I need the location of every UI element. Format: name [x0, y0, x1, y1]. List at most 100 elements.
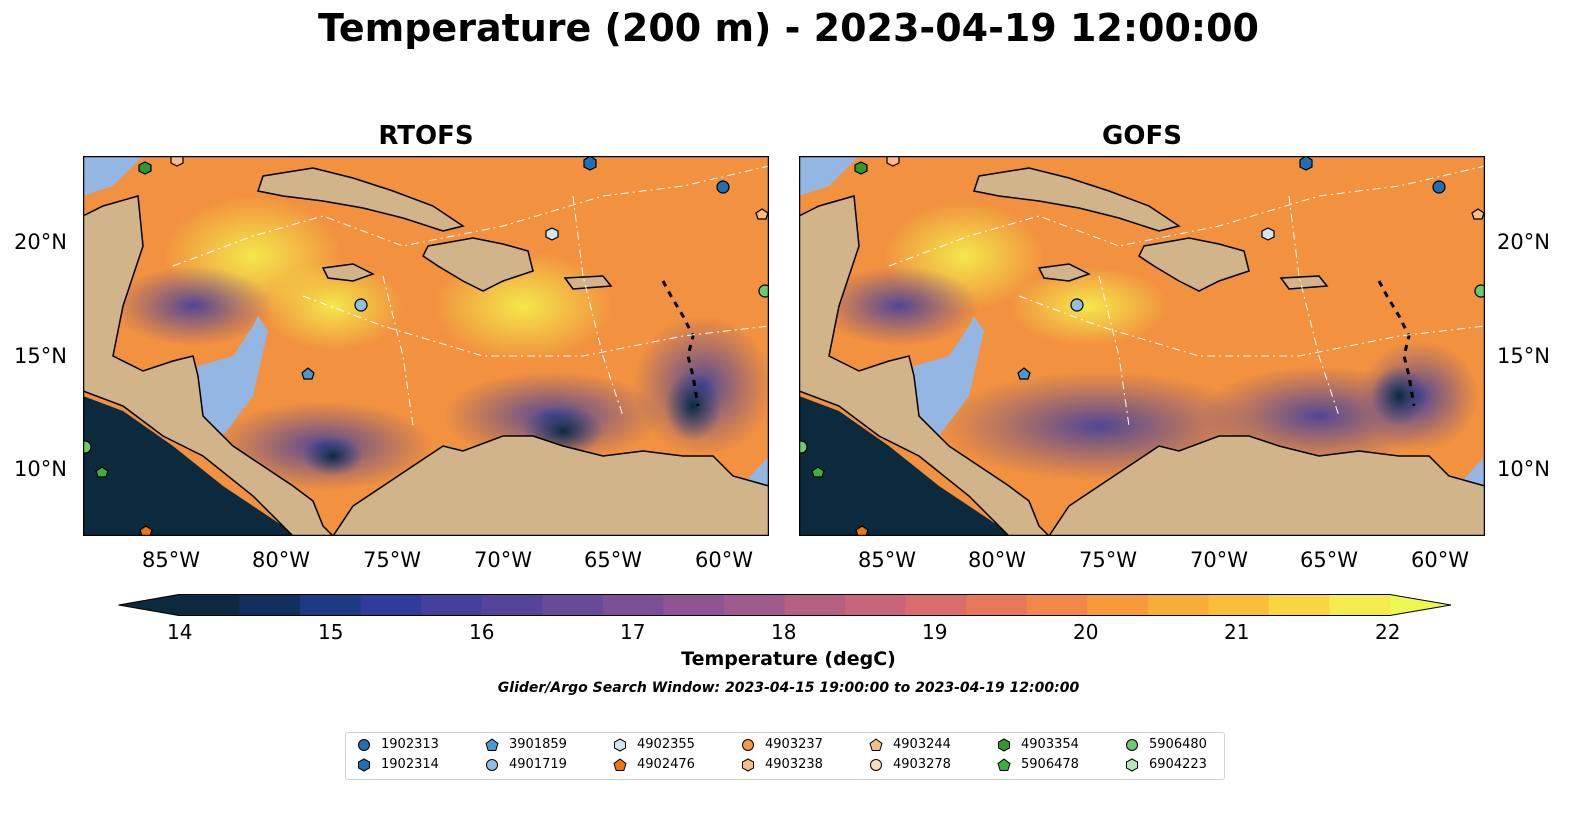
cold-core: [1371, 366, 1427, 426]
float-5906480-marker: [83, 440, 92, 454]
float-4903354-marker: [854, 161, 868, 175]
cold-core: [665, 371, 721, 441]
colorbar-outline: [118, 594, 1452, 616]
map-frame: [799, 156, 1485, 536]
lon-tick-label: 85°W: [858, 548, 916, 572]
colorbar: [118, 594, 1452, 616]
legend-item: 5906478: [997, 757, 1079, 772]
boundary-line: [1018, 295, 1485, 357]
search-window-subtitle: Glider/Argo Search Window: 2023-04-15 19…: [497, 680, 1080, 696]
legend-item-label: 4903238: [765, 757, 823, 772]
legend-item: 4901719: [485, 757, 567, 772]
legend-item-label: 4903237: [765, 737, 823, 752]
legend-item-label: 4902476: [637, 757, 695, 772]
shelf: [909, 316, 984, 446]
lesser-antilles: [661, 280, 700, 407]
legend-item: 4903278: [869, 757, 951, 772]
landmass-central-america: [83, 195, 335, 536]
float-5906480-marker: [799, 440, 808, 454]
legend-marker-icon: [742, 757, 754, 772]
map-panel-gofs: [799, 156, 1485, 536]
lon-tick-label: 60°W: [1411, 548, 1469, 572]
lon-tick-label: 75°W: [363, 548, 421, 572]
colorbar-segment: [1329, 594, 1391, 616]
legend-marker-icon: [998, 737, 1010, 752]
panel-title-gofs: GOFS: [1102, 121, 1182, 151]
boundary-line: [172, 165, 769, 267]
legend-marker-icon: [870, 758, 882, 771]
colorbar-extend-high: [1390, 594, 1451, 616]
lesser-antilles: [1377, 280, 1416, 407]
colorbar-tick-label: 21: [1224, 620, 1250, 644]
float-4901719-marker: [1070, 298, 1084, 312]
colorbar-segment: [1147, 594, 1209, 616]
lat-tick-label: 20°N: [1497, 230, 1550, 254]
colorbar-segment: [1026, 594, 1088, 616]
colorbar-segment: [602, 594, 664, 616]
lat-tick-label: 10°N: [1497, 457, 1550, 481]
legend-marker-icon: [485, 737, 499, 751]
warm-eddy: [263, 261, 403, 351]
legend-item: 1902314: [357, 757, 439, 772]
float-3901859-marker: [301, 367, 315, 380]
legend-item-label: 4902355: [637, 737, 695, 752]
landmass-puerto-rico: [563, 275, 613, 290]
colorbar-segment: [1208, 594, 1270, 616]
landmass-central-america: [799, 195, 1051, 536]
landmass-hispaniola: [1138, 237, 1250, 292]
landmass-jamaica: [1037, 263, 1091, 282]
lon-tick-label: 70°W: [474, 548, 532, 572]
shelf: [799, 156, 859, 196]
legend-item-label: 3901859: [509, 737, 567, 752]
boundary-line: [888, 165, 1485, 267]
float-5906480-marker: [758, 284, 769, 298]
legend-marker-icon: [869, 737, 883, 751]
legend-item: 4903237: [741, 737, 823, 752]
float-4903244-marker: [1471, 208, 1485, 220]
float-1902313-marker: [1432, 180, 1446, 194]
lon-tick-label: 75°W: [1079, 548, 1137, 572]
warm-eddy: [1009, 266, 1169, 346]
colorbar-tick-label: 19: [922, 620, 948, 644]
lat-tick-label: 10°N: [14, 457, 67, 481]
legend-marker-icon: [613, 757, 627, 771]
legend-item: 1902313: [357, 737, 439, 752]
legend-item: 3901859: [485, 737, 567, 752]
colorbar-segment: [905, 594, 967, 616]
lon-tick-label: 80°W: [968, 548, 1026, 572]
lon-tick-label: 70°W: [1190, 548, 1248, 572]
landmass-puerto-rico: [1279, 275, 1329, 290]
boundary-line: [382, 275, 414, 427]
cold-core: [303, 436, 363, 476]
legend-item: 4903354: [997, 737, 1079, 752]
colorbar-tick-label: 16: [469, 620, 495, 644]
float-4901719-marker: [354, 298, 368, 312]
lat-tick-label: 15°N: [1497, 344, 1550, 368]
colorbar-tick-label: 20: [1073, 620, 1099, 644]
colorbar-segment: [845, 594, 907, 616]
lon-tick-label: 80°W: [252, 548, 310, 572]
float-4902476-marker: [855, 525, 869, 536]
colorbar-segment: [966, 594, 1028, 616]
legend-item: 4903244: [869, 737, 951, 752]
colorbar-tick-label: 17: [620, 620, 646, 644]
landmass-jamaica: [321, 263, 375, 282]
pacific-ocean: [83, 396, 293, 536]
landmass-hispaniola: [422, 237, 534, 292]
shelf: [83, 156, 143, 196]
legend-marker-icon: [1126, 738, 1138, 751]
colorbar-tick-label: 22: [1375, 620, 1401, 644]
legend-marker-icon: [358, 738, 370, 751]
landmass-south-america: [1048, 435, 1485, 536]
colorbar-segment: [663, 594, 725, 616]
float-3901859-marker: [1017, 367, 1031, 380]
colorbar-segment: [179, 594, 241, 616]
legend-item-label: 4903244: [893, 737, 951, 752]
landmass-cuba: [257, 167, 465, 232]
float-1902313-marker: [716, 180, 730, 194]
figure-title: Temperature (200 m) - 2023-04-19 12:00:0…: [317, 6, 1259, 50]
legend-item-label: 4903354: [1021, 737, 1079, 752]
colorbar-segment: [1268, 594, 1330, 616]
colorbar-segment: [300, 594, 362, 616]
panel-title-rtofs: RTOFS: [378, 121, 474, 151]
